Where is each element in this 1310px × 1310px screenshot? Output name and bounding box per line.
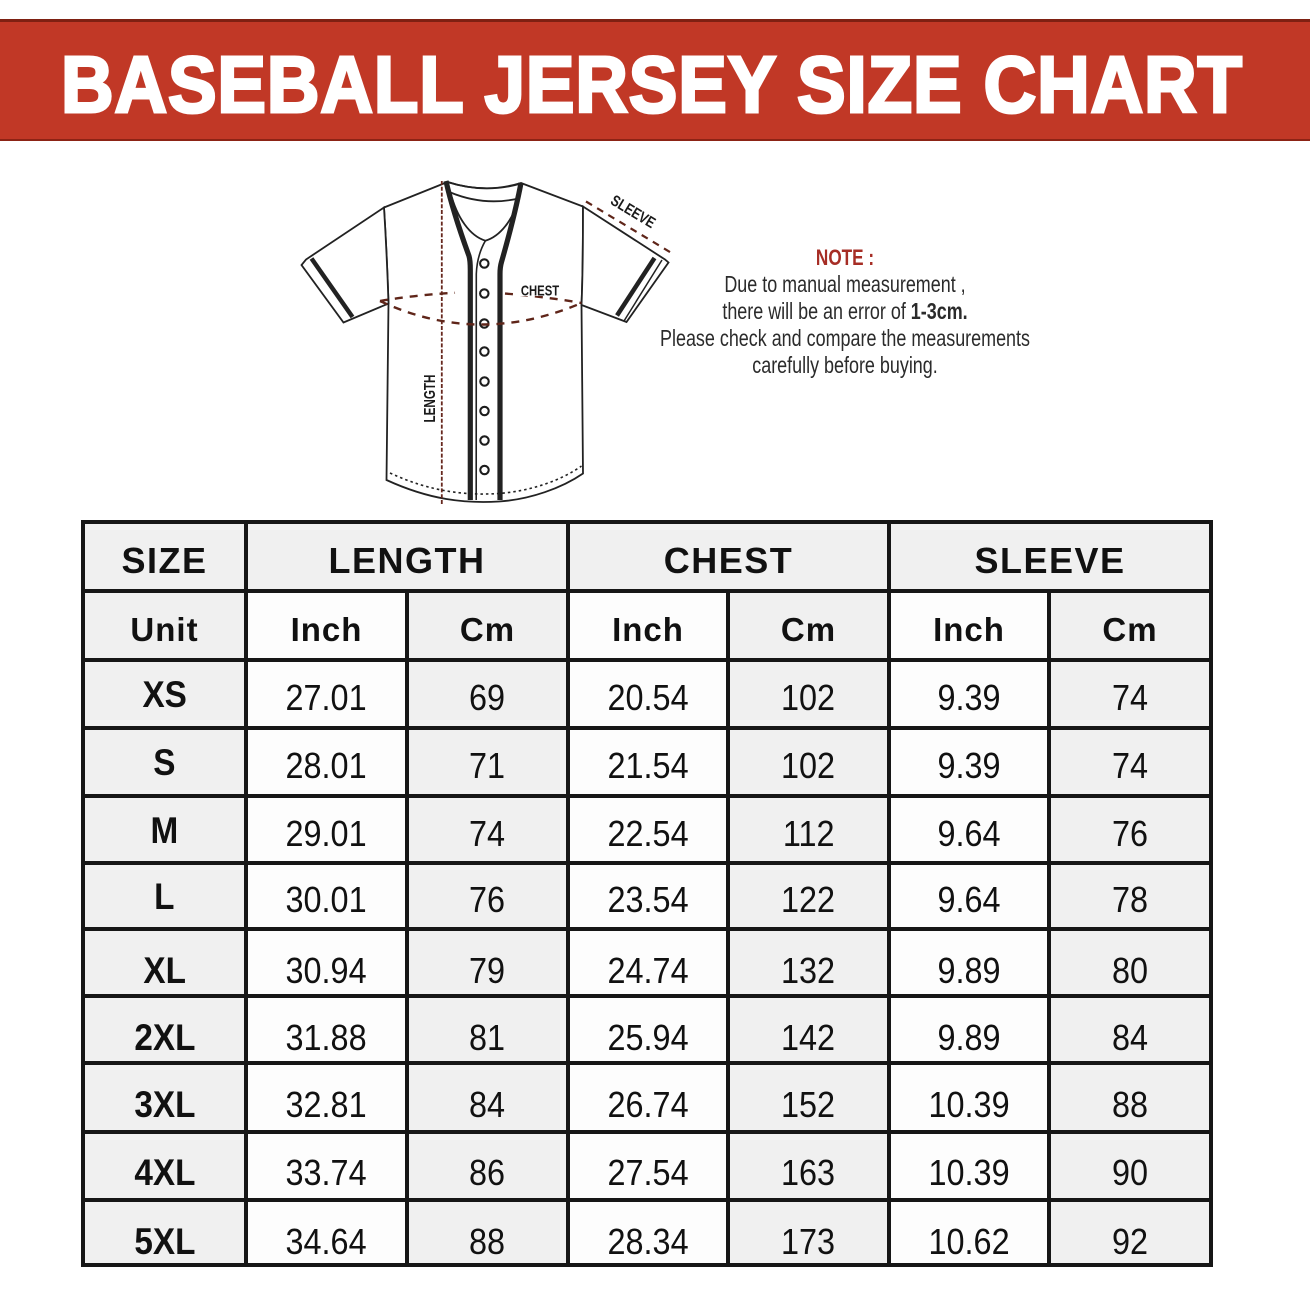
svg-text:SLEEVE: SLEEVE — [608, 191, 659, 231]
svg-text:CHEST: CHEST — [521, 282, 559, 299]
svg-text:LENGTH: LENGTH — [420, 375, 438, 423]
